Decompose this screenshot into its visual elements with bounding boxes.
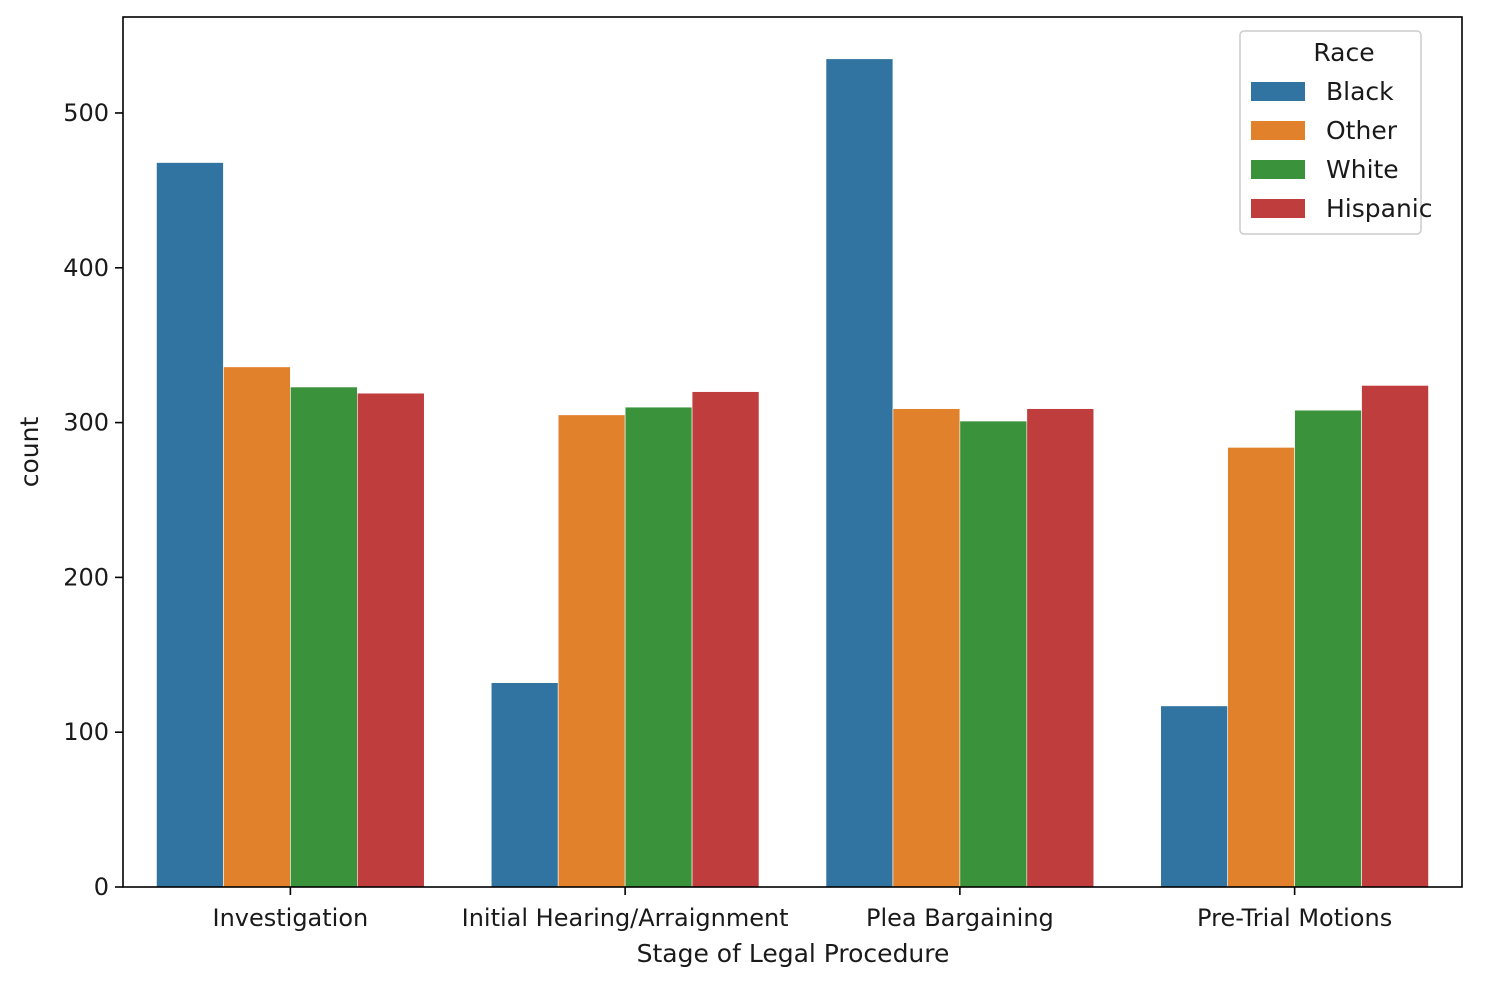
y-tick-label: 0	[94, 873, 109, 901]
bar-white-1	[624, 406, 693, 888]
y-tick-label: 400	[63, 254, 109, 282]
legend-frame	[1239, 30, 1422, 235]
x-axis-label: Stage of Legal Procedure	[637, 939, 950, 968]
legend: Race Black Other White Hispanic	[1239, 30, 1433, 235]
legend-swatch-black	[1251, 82, 1305, 101]
plot-frame	[122, 16, 1463, 888]
y-tick-label: 100	[63, 718, 109, 746]
y-tick-label: 500	[63, 99, 109, 127]
bar-hispanic-3	[1361, 385, 1429, 888]
x-tick-label: Initial Hearing/Arraignment	[462, 904, 789, 932]
y-axis-label: count	[15, 417, 44, 488]
bar-other-2	[892, 408, 961, 888]
bar-white-2	[959, 420, 1028, 888]
bar-black-1	[490, 682, 559, 888]
bar-black-2	[825, 58, 894, 888]
y-tick-label: 200	[63, 563, 109, 591]
legend-swatch-hispanic	[1251, 199, 1305, 218]
x-tick-label: Investigation	[212, 904, 368, 932]
bar-other-3	[1227, 447, 1295, 888]
legend-swatch-white	[1251, 160, 1305, 179]
x-tick-label: Plea Bargaining	[866, 904, 1054, 932]
bar-hispanic-1	[691, 391, 760, 888]
bar-white-3	[1294, 409, 1362, 888]
bar-hispanic-2	[1026, 408, 1095, 888]
legend-label-other: Other	[1326, 116, 1398, 145]
x-tick-label: Pre-Trial Motions	[1197, 904, 1392, 932]
legend-title: Race	[1313, 38, 1374, 67]
bar-black-0	[156, 162, 224, 888]
bar-white-0	[290, 386, 358, 888]
legend-label-black: Black	[1326, 77, 1394, 106]
bars-group	[156, 58, 1429, 888]
legend-swatch-other	[1251, 121, 1305, 140]
bar-other-0	[223, 366, 291, 888]
bar-black-3	[1160, 705, 1228, 888]
bar-hispanic-0	[357, 392, 425, 888]
legend-label-white: White	[1326, 155, 1399, 184]
legend-label-hispanic: Hispanic	[1326, 194, 1433, 223]
bar-other-1	[557, 414, 626, 888]
axes-group: 0 100 200 300 400 500 Investigation Initial Hea…	[63, 16, 1463, 932]
y-tick-label: 300	[63, 409, 109, 437]
